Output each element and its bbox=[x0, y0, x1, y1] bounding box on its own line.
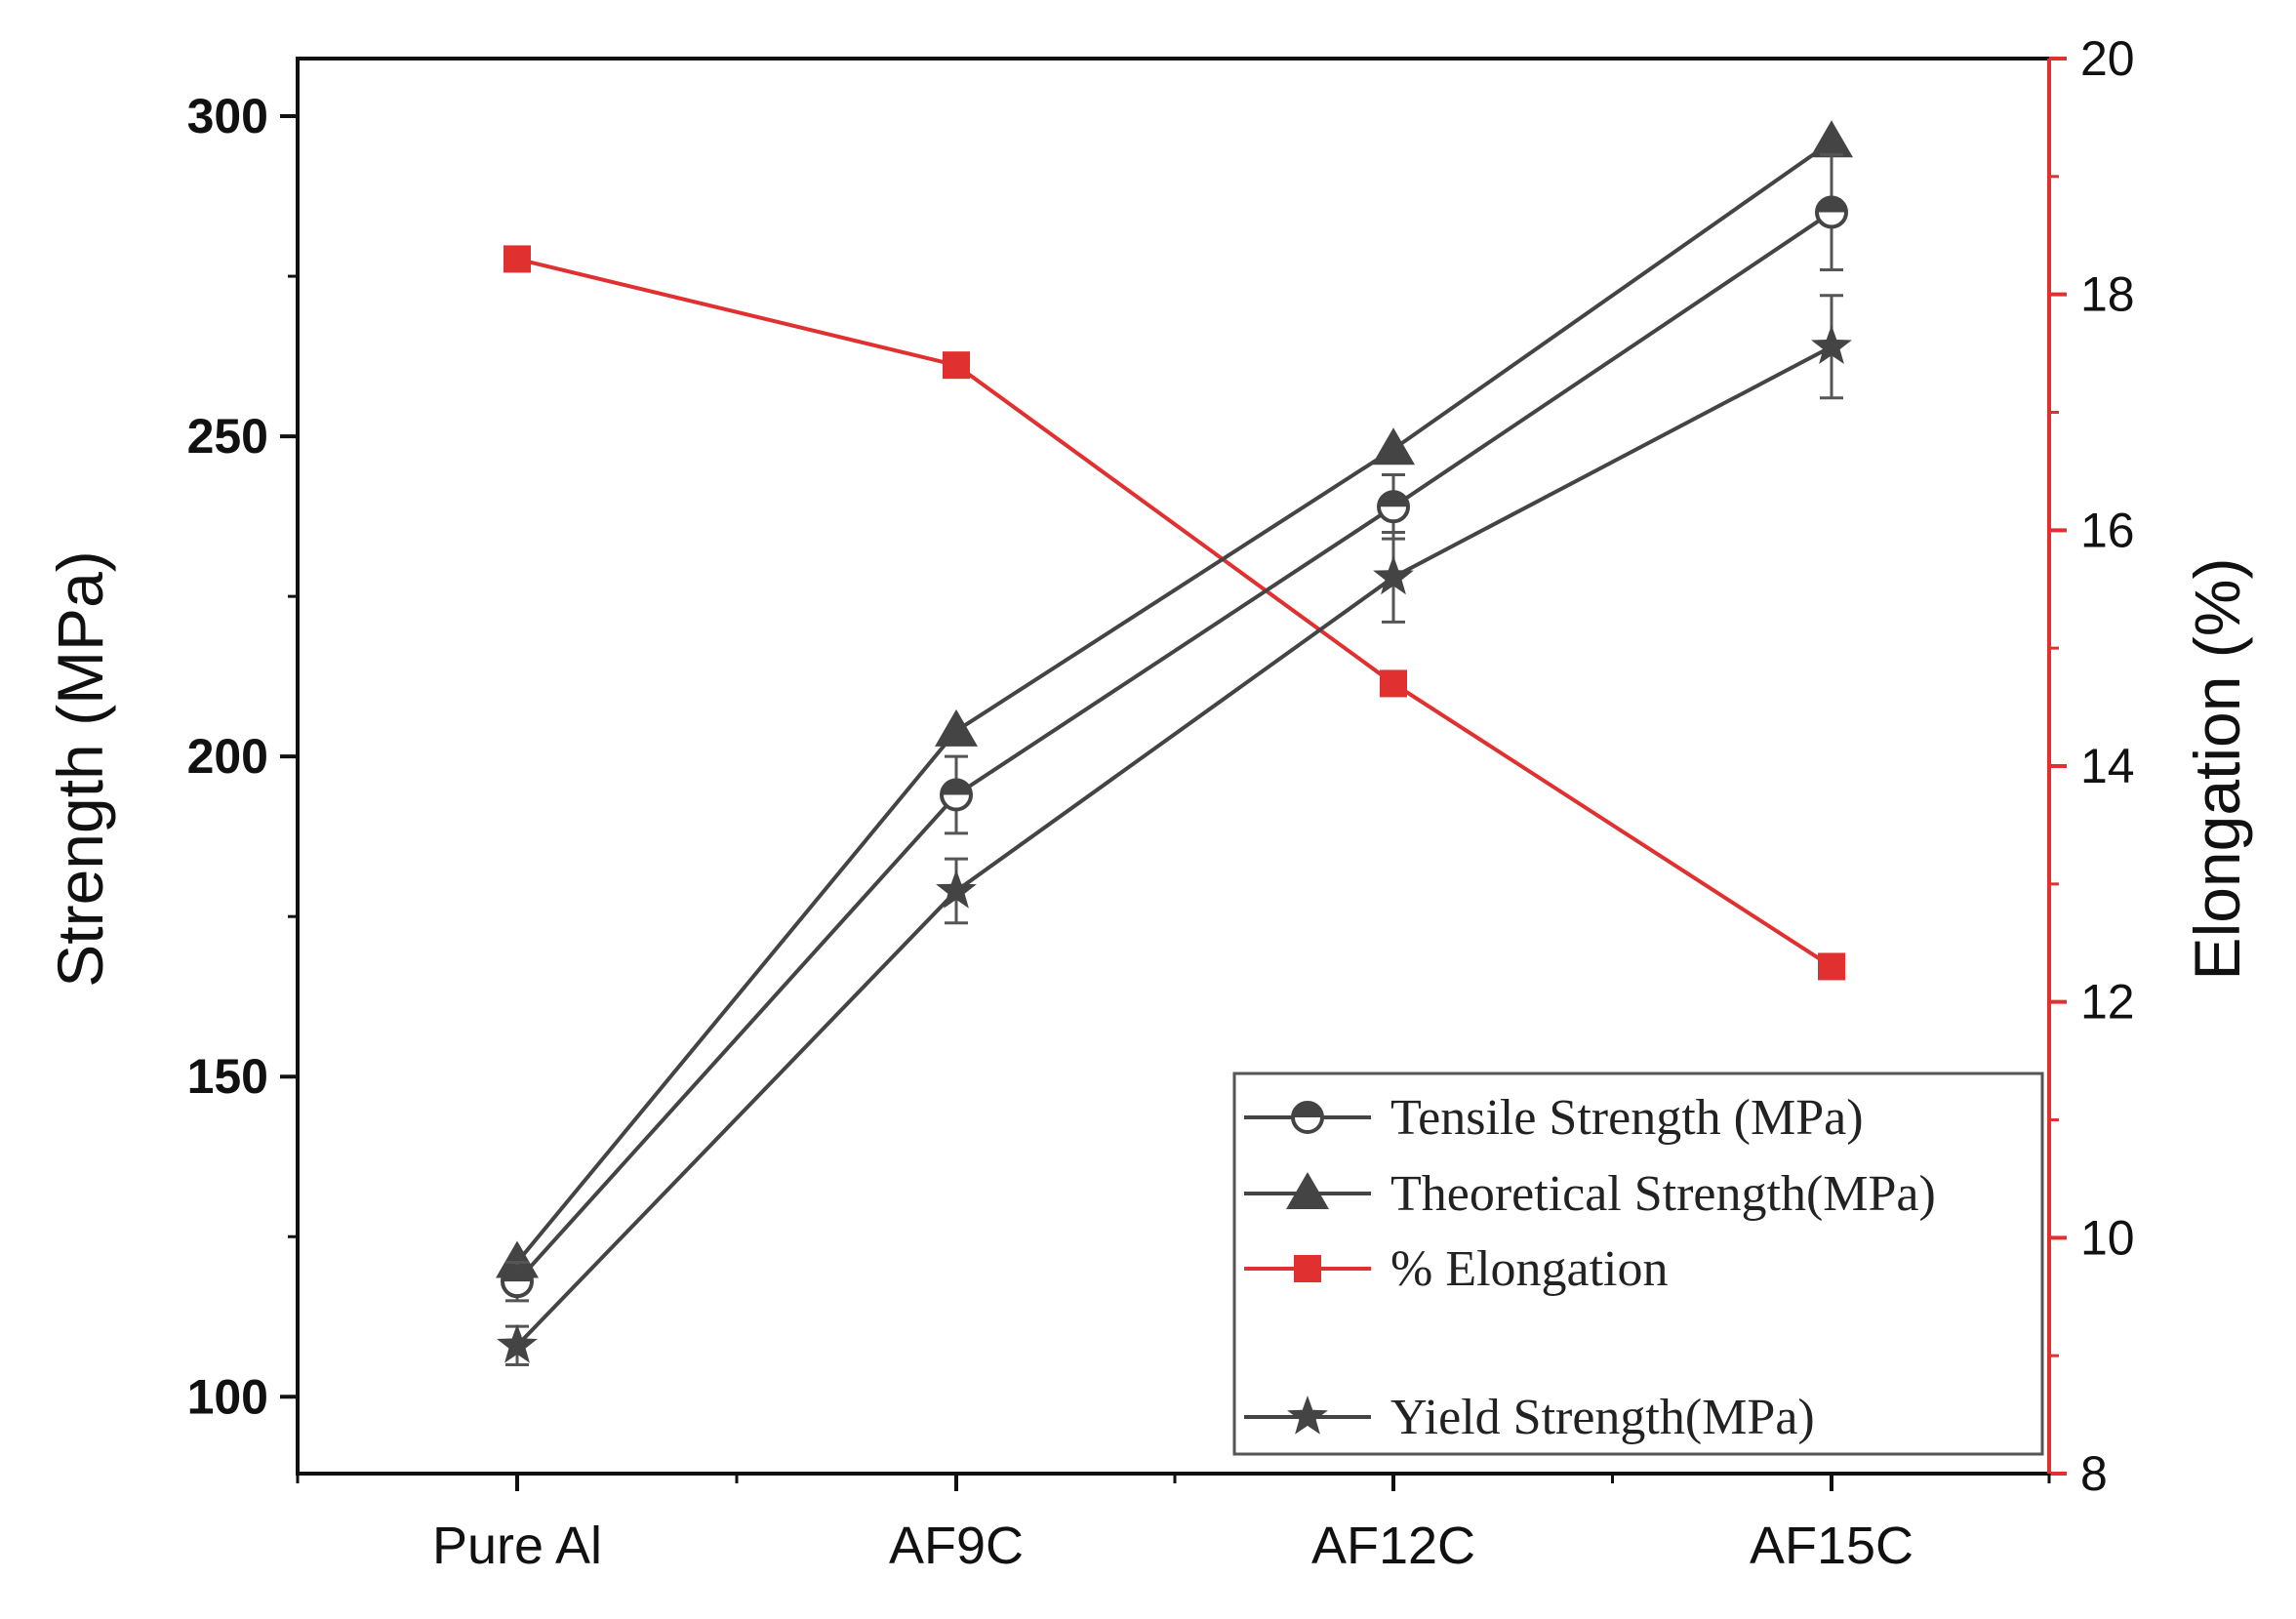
y2-tick-label: 16 bbox=[2080, 503, 2135, 557]
series-line-0 bbox=[515, 210, 1833, 1283]
series-line-2 bbox=[516, 257, 1833, 969]
data-point bbox=[504, 245, 531, 273]
legend-marker bbox=[1294, 1255, 1321, 1282]
data-point bbox=[940, 778, 973, 812]
y-tick-label: 300 bbox=[187, 89, 268, 143]
data-point bbox=[1818, 952, 1845, 981]
data-point bbox=[1811, 325, 1852, 364]
legend-label: Theoretical Strength(MPa) bbox=[1390, 1166, 1936, 1222]
data-point bbox=[1810, 120, 1853, 158]
y2-tick-label: 8 bbox=[2080, 1446, 2108, 1501]
data-point bbox=[943, 351, 970, 380]
legend-label: % Elongation bbox=[1390, 1241, 1669, 1297]
x-tick-label: AF15C bbox=[1750, 1517, 1913, 1575]
data-point bbox=[501, 1265, 534, 1299]
data-point bbox=[1372, 427, 1415, 465]
legend-label: Tensile Strength (MPa) bbox=[1390, 1090, 1864, 1146]
data-point bbox=[1815, 195, 1848, 229]
y-tick-label: 200 bbox=[187, 729, 268, 784]
y2-tick-label: 10 bbox=[2080, 1210, 2135, 1265]
data-point bbox=[1377, 490, 1410, 524]
legend-box bbox=[1232, 1072, 2044, 1456]
legend-marker bbox=[1286, 1172, 1329, 1209]
y2-tick-label: 12 bbox=[2080, 975, 2135, 1030]
legend-marker bbox=[1287, 1396, 1328, 1435]
series-line-3 bbox=[515, 344, 1833, 1348]
legend-marker bbox=[1291, 1101, 1324, 1134]
legend-label: Yield Strength(MPa) bbox=[1390, 1390, 1815, 1445]
y2-axis-title: Elongation (%) bbox=[2181, 558, 2253, 981]
legend: Tensile Strength (MPa) Theoretical Streng… bbox=[1232, 1072, 2044, 1456]
x-tick-label: Pure Al bbox=[432, 1517, 602, 1575]
x-tick-label: AF9C bbox=[889, 1517, 1024, 1575]
y-axis-title: Strength (MPa) bbox=[44, 550, 116, 988]
data-point bbox=[936, 869, 977, 909]
y-tick-label: 250 bbox=[187, 409, 268, 464]
axes-layer: 100 150 200 250 300 8 10 12 14 16 18 20 Pure Al AF9C A… bbox=[187, 31, 2135, 1575]
y2-tick-label: 14 bbox=[2080, 739, 2135, 793]
y-tick-label: 100 bbox=[187, 1369, 268, 1424]
data-point bbox=[497, 1323, 538, 1363]
y2-tick-label: 20 bbox=[2080, 31, 2135, 86]
data-point bbox=[1373, 555, 1414, 595]
y2-tick-label: 18 bbox=[2080, 267, 2135, 322]
series-line-1 bbox=[515, 140, 1833, 1264]
data-point bbox=[935, 708, 978, 747]
y-tick-label: 150 bbox=[187, 1049, 268, 1104]
x-tick-label: AF12C bbox=[1311, 1517, 1475, 1575]
data-point bbox=[1380, 669, 1407, 698]
series-layer bbox=[496, 120, 1853, 1366]
